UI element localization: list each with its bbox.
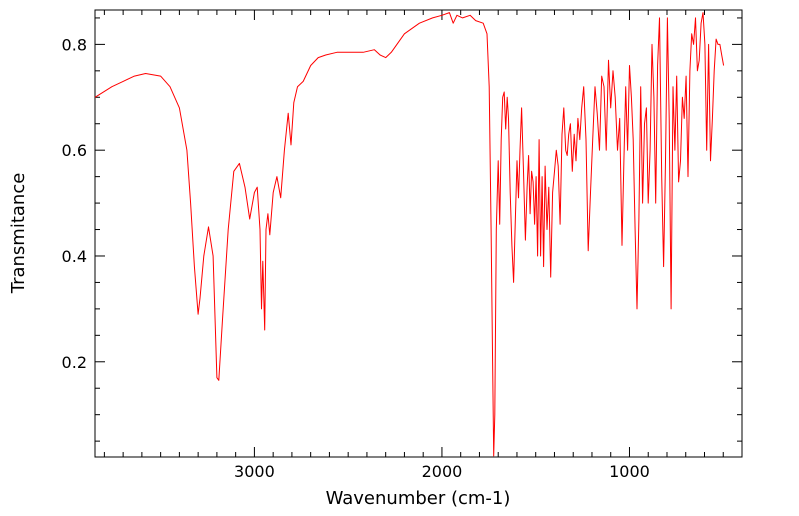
x-axis-ticks: 3000 2000 1000 [103,10,743,481]
plot-area [94,9,743,458]
spectrum-line [94,12,725,457]
y-tick-label: 0.8 [62,35,87,54]
y-axis-ticks: 0.2 0.4 0.6 0.8 [62,17,742,442]
y-tick-label: 0.4 [62,247,87,266]
x-tick-label: 3000 [234,462,275,481]
y-axis-label: Transmitance [8,173,29,295]
x-tick-label: 2000 [422,462,463,481]
y-tick-label: 0.6 [62,141,87,160]
series-layer [94,12,725,457]
x-axis-label: Wavenumber (cm-1) [326,488,511,509]
x-tick-label: 1000 [609,462,650,481]
y-tick-label: 0.2 [62,353,87,372]
